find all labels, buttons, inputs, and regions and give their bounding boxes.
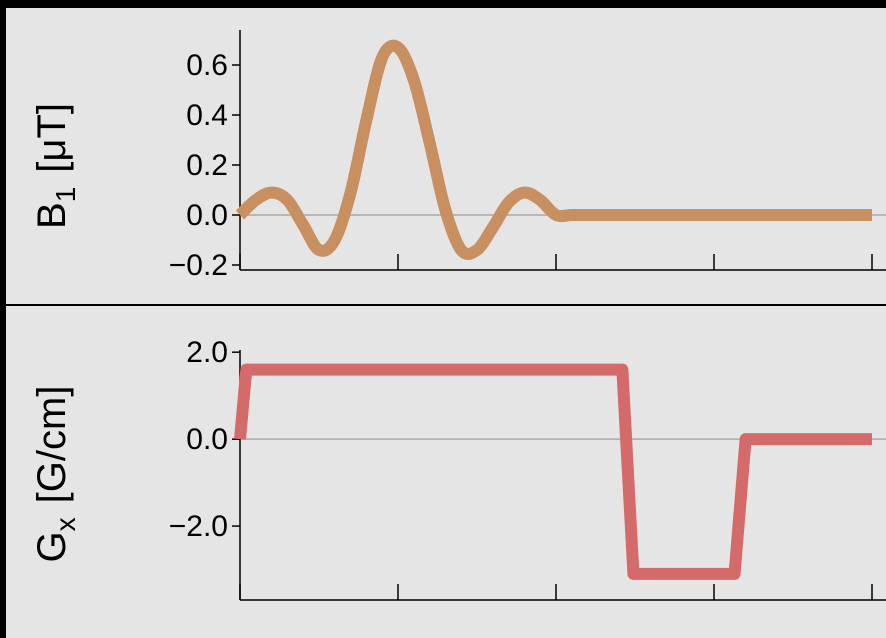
gx-ylabel-main: G xyxy=(30,531,74,562)
gx-panel-background xyxy=(6,306,886,638)
gx-ylabel-unit: [G/cm] xyxy=(30,386,74,504)
gx-ytick-label: 2.0 xyxy=(186,336,228,369)
b1-ytick-label: 0.2 xyxy=(186,149,228,182)
gx-series-line xyxy=(234,363,872,580)
b1-panel: B1 [μT] −0.2 0.0 0.2 0.4 0.6 xyxy=(6,8,886,304)
b1-ylabel-unit: [μT] xyxy=(30,103,74,173)
svg-text:Gx[G/cm]: Gx [G/cm] xyxy=(30,386,81,563)
gx-ylabel-sub: x xyxy=(50,517,81,531)
b1-ytick-label: −0.2 xyxy=(169,249,228,282)
gx-ylabel: Gx [G/cm] xyxy=(30,386,81,563)
b1-panel-background xyxy=(6,8,886,304)
b1-ytick-label: 0.4 xyxy=(186,99,228,132)
b1-ylabel-main: B xyxy=(30,202,74,229)
gx-ytick-label: 0.0 xyxy=(186,423,228,456)
b1-ytick-label: 0.0 xyxy=(186,199,228,232)
gx-ytick-label: −2.0 xyxy=(169,510,228,543)
b1-ytick-label: 0.6 xyxy=(186,49,228,82)
b1-ylabel-sub: 1 xyxy=(50,187,81,203)
gx-panel: Gx [G/cm] −2.0 0.0 2.0 xyxy=(6,306,886,638)
b1-series-line xyxy=(235,39,872,260)
b1-ylabel: B1 [μT] xyxy=(30,103,81,229)
svg-text:B1[μT]: B1 [μT] xyxy=(30,103,81,229)
